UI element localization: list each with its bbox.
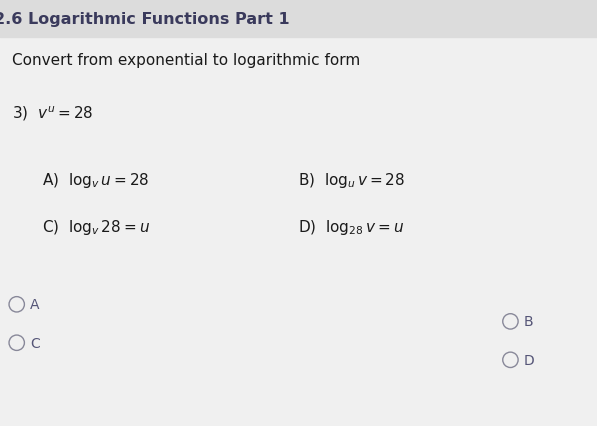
Text: C)  $\log_{v} 28 = u$: C) $\log_{v} 28 = u$ xyxy=(42,217,150,236)
Text: C: C xyxy=(30,336,40,350)
Text: B)  $\log_{u} v = 28$: B) $\log_{u} v = 28$ xyxy=(298,170,406,189)
Text: D: D xyxy=(524,353,535,367)
Text: 2.6 Logarithmic Functions Part 1: 2.6 Logarithmic Functions Part 1 xyxy=(0,12,290,27)
Text: A)  $\log_{v} u = 28$: A) $\log_{v} u = 28$ xyxy=(42,170,149,189)
Text: B: B xyxy=(524,315,534,328)
Text: Convert from exponential to logarithmic form: Convert from exponential to logarithmic … xyxy=(12,53,360,68)
Bar xyxy=(0,0,597,38)
Text: D)  $\log_{28} v = u$: D) $\log_{28} v = u$ xyxy=(298,217,405,236)
Text: A: A xyxy=(30,298,40,311)
Text: 3)  $v^u = 28$: 3) $v^u = 28$ xyxy=(12,104,93,123)
